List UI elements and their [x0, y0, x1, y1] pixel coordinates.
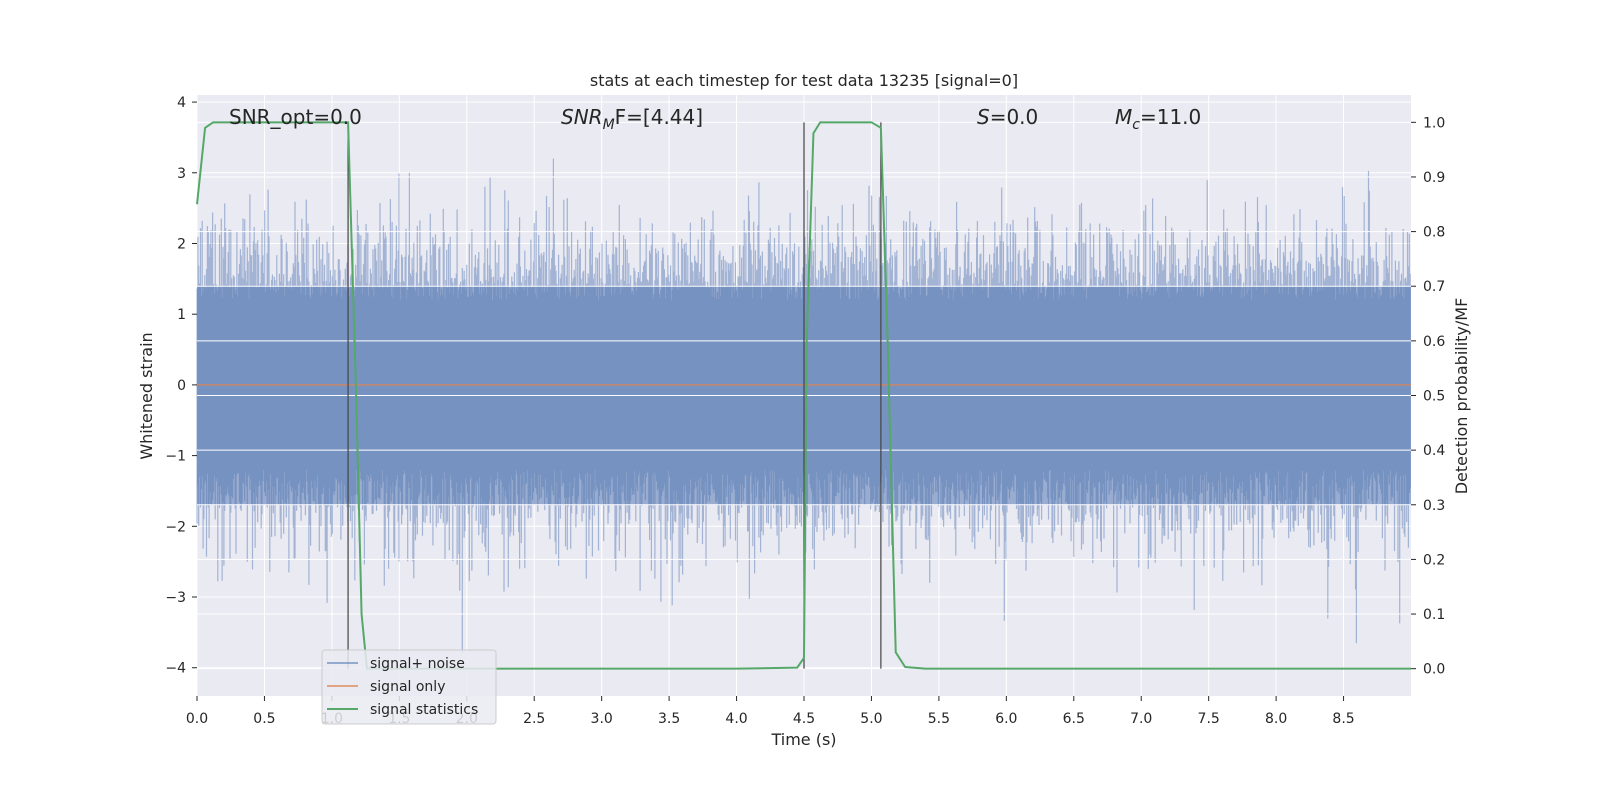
right-tick-label-0.8: 0.8: [1423, 225, 1445, 241]
x-tick-label-0.0: 0.0: [186, 711, 208, 727]
left-y-tick-labels: −4 −3 −2 −1 0 1 2 3 4: [165, 95, 197, 677]
snr-mf-symbol: SNR: [561, 105, 603, 129]
annotation-s: S=0.0: [977, 105, 1038, 129]
left-tick-label-−4: −4: [165, 661, 186, 677]
right-tick-label-1.0: 1.0: [1423, 115, 1445, 131]
x-tick-label-8.0: 8.0: [1265, 711, 1287, 727]
x-tick-label-6.0: 6.0: [995, 711, 1017, 727]
right-tick-label-0.6: 0.6: [1423, 334, 1445, 350]
left-tick-label-1: 1: [177, 307, 186, 323]
chart-title: stats at each timestep for test data 132…: [590, 71, 1018, 90]
right-tick-label-0.2: 0.2: [1423, 552, 1445, 568]
right-tick-label-0.5: 0.5: [1423, 389, 1445, 405]
s-symbol: S: [977, 105, 990, 129]
signal-statistics-line: [196, 121, 1411, 670]
legend-label-signal-statistics: signal statistics: [370, 702, 478, 718]
x-tick-label-5.0: 5.0: [860, 711, 882, 727]
left-tick-label-−1: −1: [165, 449, 186, 465]
mc-symbol: M: [1115, 105, 1132, 129]
legend-label-signal-only: signal only: [370, 679, 445, 695]
right-tick-label-0.3: 0.3: [1423, 498, 1445, 514]
right-y-tick-labels: 0.0 0.1 0.2 0.3 0.4 0.5 0.6 0.7 0.8 0.9 1.0: [1411, 115, 1445, 678]
left-tick-label-4: 4: [177, 95, 186, 111]
left-tick-label-3: 3: [177, 166, 186, 182]
right-tick-label-0.4: 0.4: [1423, 443, 1445, 459]
annotation-snr-mf: SNRMF=[4.44]: [561, 105, 703, 133]
x-tick-label-3.0: 3.0: [591, 711, 613, 727]
x-tick-label-2.5: 2.5: [523, 711, 545, 727]
left-y-axis-label: Whitened strain: [137, 332, 156, 459]
snr-mf-value: F=[4.44]: [615, 105, 703, 129]
x-axis-label: Time (s): [770, 730, 836, 749]
right-y-axis-label: Detection probability/MF: [1452, 298, 1471, 495]
x-tick-label-5.5: 5.5: [928, 711, 950, 727]
x-tick-label-3.5: 3.5: [658, 711, 680, 727]
x-tick-label-4.0: 4.0: [725, 711, 747, 727]
s-value: =0.0: [990, 105, 1039, 129]
right-tick-label-0.7: 0.7: [1423, 279, 1445, 295]
mc-subscript: c: [1132, 117, 1140, 133]
x-tick-label-4.5: 4.5: [793, 711, 815, 727]
right-tick-label-0.1: 0.1: [1423, 607, 1445, 623]
legend-box: [321, 649, 497, 725]
legend-label-signal-noise: signal+ noise: [370, 656, 465, 672]
left-tick-label-0: 0: [177, 378, 186, 394]
x-tick-label-0.5: 0.5: [253, 711, 275, 727]
right-tick-label-0.9: 0.9: [1423, 170, 1445, 186]
annotation-mc: Mc=11.0: [1115, 105, 1201, 133]
annotation-snr-opt: SNR_opt=0.0: [229, 105, 362, 129]
mc-value: =11.0: [1140, 105, 1201, 129]
left-tick-label-−3: −3: [165, 590, 186, 606]
series-signal-statistics: [196, 121, 1411, 670]
right-tick-label-0.0: 0.0: [1423, 662, 1445, 678]
x-tick-label-7.0: 7.0: [1130, 711, 1152, 727]
left-tick-label-−2: −2: [165, 519, 186, 535]
snr-mf-subscript: M: [603, 117, 615, 133]
x-tick-label-8.5: 8.5: [1332, 711, 1354, 727]
legend: signal+ noise signal only signal statist…: [321, 649, 497, 725]
left-tick-label-2: 2: [177, 236, 186, 252]
x-tick-label-6.5: 6.5: [1063, 711, 1085, 727]
x-tick-label-7.5: 7.5: [1198, 711, 1220, 727]
